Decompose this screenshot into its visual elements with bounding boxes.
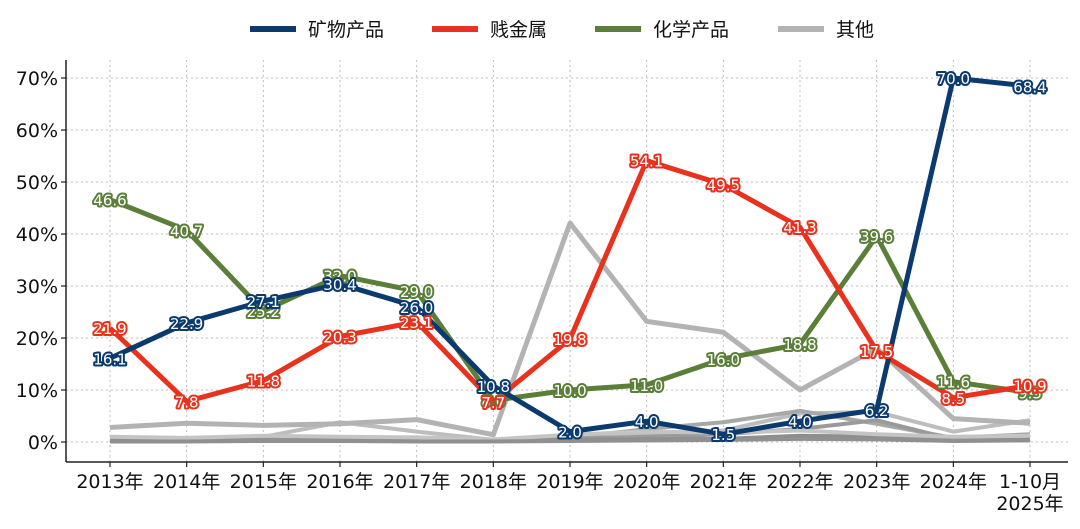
y-tick-label: 50% <box>16 172 58 194</box>
data-label: 39.6 <box>860 228 893 246</box>
data-label: 11.6 <box>937 374 970 392</box>
legend-item: 贱金属 <box>432 19 547 41</box>
data-label: 32.0 <box>323 268 356 286</box>
series-line <box>108 75 1031 437</box>
data-label: 68.4 <box>1013 78 1046 96</box>
data-label: 20.3 <box>323 328 356 346</box>
x-tick-label: 2017年 <box>383 471 450 493</box>
data-label: 6.2 <box>865 402 889 420</box>
x-tick-label: 2022年 <box>766 471 833 493</box>
data-label: 9.5 <box>1018 385 1042 403</box>
legend-item: 矿物产品 <box>250 19 384 41</box>
data-label: 41.3 <box>783 219 816 237</box>
x-tick-label: 2018年 <box>460 471 527 493</box>
data-label: 29.0 <box>400 283 433 301</box>
legend-label: 贱金属 <box>490 19 547 41</box>
legend-label: 化学产品 <box>653 19 729 41</box>
other-series-line <box>109 428 1031 442</box>
x-tick-label: 2024年 <box>920 471 987 493</box>
x-tick-label: 2014年 <box>153 471 220 493</box>
x-tick-label: 2016年 <box>306 471 373 493</box>
legend-label: 其他 <box>836 19 874 41</box>
x-tick-label: 2019年 <box>536 471 603 493</box>
legend-item: 其他 <box>778 19 874 41</box>
y-tick-label: 0% <box>28 432 58 454</box>
data-label: 11.0 <box>630 377 663 395</box>
y-tick-label: 10% <box>16 380 58 402</box>
other-series-line <box>110 436 1031 444</box>
data-label: 46.6 <box>93 192 126 210</box>
data-label: 16.1 <box>93 350 126 368</box>
data-label: 54.1 <box>630 153 663 171</box>
data-label: 7.7 <box>481 394 505 412</box>
chart-axes: 0% 10% 20% 30% 40% 50% 60% 70% 2013年 2014年 2015年 20… <box>16 60 1068 515</box>
series-lines <box>108 75 1031 438</box>
series-line <box>109 197 1031 403</box>
y-tick-label: 30% <box>16 276 58 298</box>
y-tick-label: 20% <box>16 328 58 350</box>
data-label: 26.0 <box>400 299 433 317</box>
data-label: 11.8 <box>247 373 280 391</box>
data-label: 70.0 <box>937 70 970 88</box>
data-label: 49.5 <box>707 177 740 195</box>
data-label: 18.8 <box>783 336 816 354</box>
data-label: 19.8 <box>553 331 586 349</box>
legend-label: 矿物产品 <box>308 19 384 41</box>
data-label: 8.5 <box>941 390 965 408</box>
data-label: 27.1 <box>247 293 280 311</box>
series-line <box>108 158 1031 405</box>
data-label: 8.0 <box>481 392 505 410</box>
x-tick-label: 2015年 <box>230 471 297 493</box>
data-label: 21.9 <box>93 320 126 338</box>
data-label: 16.0 <box>707 351 740 369</box>
data-label: 4.0 <box>788 413 812 431</box>
data-label: 30.4 <box>323 276 356 294</box>
other-lines <box>109 408 1031 444</box>
data-label: 22.9 <box>170 315 203 333</box>
x-tick-label: 2020年 <box>613 471 680 493</box>
data-label: 17.5 <box>860 343 893 361</box>
legend-item: 化学产品 <box>595 19 729 41</box>
data-label: 10.9 <box>1013 377 1046 395</box>
chart-legend: 矿物产品 贱金属 化学产品 其他 <box>250 19 874 41</box>
x-tick-label: 2023年 <box>843 471 910 493</box>
data-label: 1.5 <box>711 426 735 444</box>
data-label: 10.0 <box>553 382 586 400</box>
data-label: 7.8 <box>175 393 199 411</box>
series-line <box>109 220 1031 438</box>
data-label: 25.2 <box>247 303 280 321</box>
y-tick-label: 40% <box>16 224 58 246</box>
x-tick-label: 2021年 <box>690 471 757 493</box>
x-tick-label: 1-10月 2025年 <box>996 471 1063 515</box>
data-label: 10.8 <box>477 378 510 396</box>
data-label: 4.0 <box>635 413 659 431</box>
data-label: 2.0 <box>558 424 582 442</box>
y-tick-label: 70% <box>16 68 58 90</box>
data-label: 23.1 <box>400 314 433 332</box>
data-label: 40.7 <box>170 222 203 240</box>
data-labels: 46.6 40.7 25.2 32.0 29.0 8.0 10.0 11.0 16.0 18.8 3… <box>91 68 1048 446</box>
x-tick-label: 2013年 <box>76 471 143 493</box>
y-tick-label: 60% <box>16 120 58 142</box>
